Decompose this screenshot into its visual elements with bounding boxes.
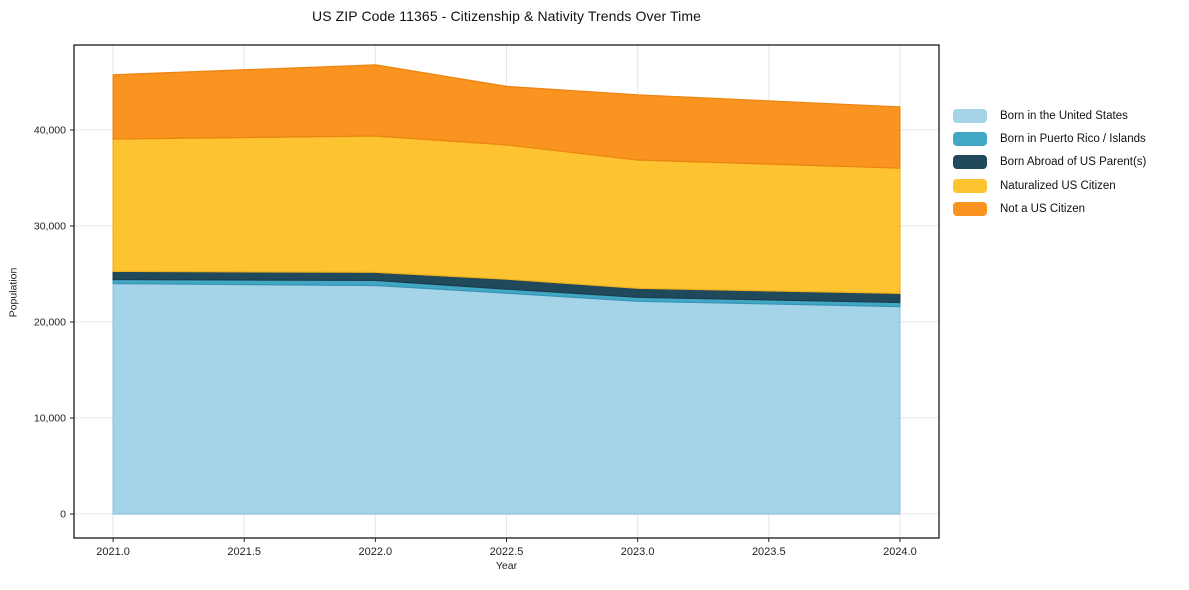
y-tick-label: 10,000 xyxy=(34,412,66,424)
y-tick-label: 0 xyxy=(60,508,66,520)
x-tick-label: 2021.5 xyxy=(227,546,261,558)
legend-swatch-icon xyxy=(953,155,987,170)
legend-item: Born in the United States xyxy=(953,104,1146,127)
area-born-in-the-united-states xyxy=(112,283,901,515)
y-axis-label: Population xyxy=(7,267,20,318)
x-tick-label: 2023.5 xyxy=(752,546,786,558)
legend-swatch-icon xyxy=(953,108,987,123)
legend-label: Born in the United States xyxy=(1000,109,1128,122)
legend-swatch-icon xyxy=(953,132,987,147)
legend-label: Born in Puerto Rico / Islands xyxy=(1000,133,1146,146)
x-axis-label: Year xyxy=(495,560,518,572)
chart-title: US ZIP Code 11365 - Citizenship & Nativi… xyxy=(312,8,701,24)
legend: Born in the United States Born in Puerto … xyxy=(953,104,1146,221)
x-tick-label: 2024.0 xyxy=(883,546,917,558)
legend-label: Born Abroad of US Parent(s) xyxy=(1000,156,1147,169)
legend-item: Born in Puerto Rico / Islands xyxy=(953,127,1146,150)
x-tick-label: 2023.0 xyxy=(621,546,655,558)
y-tick-label: 30,000 xyxy=(34,220,66,232)
legend-label: Not a US Citizen xyxy=(1000,203,1086,216)
legend-swatch-icon xyxy=(953,178,987,193)
legend-item: Naturalized US Citizen xyxy=(953,174,1146,197)
legend-item: Not a US Citizen xyxy=(953,198,1146,221)
legend-swatch-icon xyxy=(953,202,987,217)
legend-label: Naturalized US Citizen xyxy=(1000,179,1116,192)
area-not-a-us-citizen xyxy=(112,64,901,169)
x-tick-label: 2022.0 xyxy=(359,546,393,558)
y-tick-label: 40,000 xyxy=(34,124,66,136)
x-tick-label: 2022.5 xyxy=(490,546,524,558)
y-tick-label: 20,000 xyxy=(34,316,66,328)
legend-item: Born Abroad of US Parent(s) xyxy=(953,151,1146,174)
x-tick-label: 2021.0 xyxy=(96,546,130,558)
